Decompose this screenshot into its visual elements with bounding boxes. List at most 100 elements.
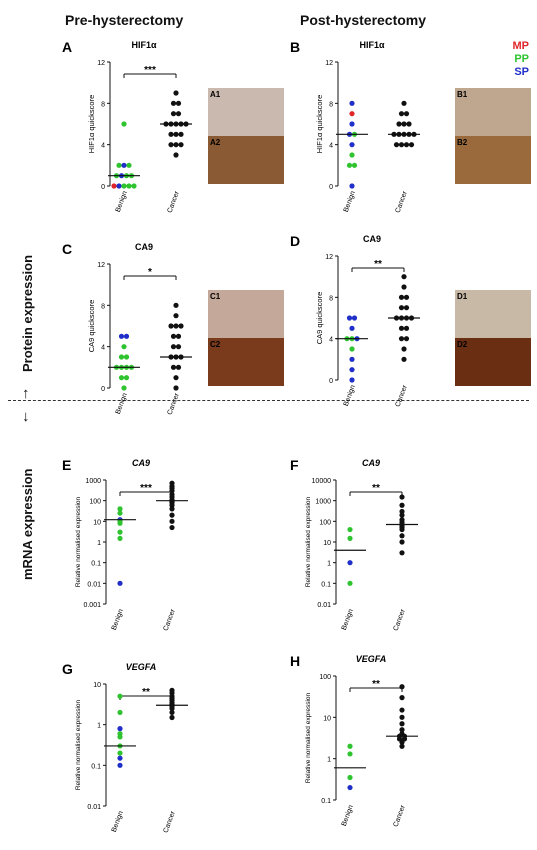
- data-point-e: [117, 506, 123, 512]
- y-tick-label-f: 0.1: [321, 581, 331, 588]
- data-point-c: [123, 375, 130, 381]
- x-category-label-h: Benign: [341, 804, 355, 827]
- data-point-a: [170, 111, 177, 117]
- y-tick-label-d: 12: [325, 254, 333, 261]
- data-point-b: [349, 121, 355, 127]
- x-category-label-c: Cancer: [167, 392, 182, 416]
- data-point-a: [173, 152, 179, 158]
- data-point-e: [117, 580, 123, 586]
- data-point-c: [173, 313, 179, 319]
- micrograph-label-c1: C1: [210, 292, 221, 301]
- data-point-h: [399, 695, 405, 701]
- data-point-a: [126, 162, 132, 168]
- y-tick-label-a: 4: [101, 143, 105, 150]
- chart-title-e: CA9: [132, 458, 150, 468]
- data-point-f: [399, 533, 405, 539]
- micrograph-d1: [455, 290, 531, 338]
- y-tick-label-b: 4: [329, 143, 333, 150]
- data-point-h: [347, 743, 353, 749]
- data-point-h: [347, 751, 353, 757]
- data-point-c: [118, 333, 125, 339]
- panel-letter-d: D: [290, 233, 300, 249]
- y-axis-label-c: CA9 quickscore: [87, 300, 96, 353]
- y-tick-label-b: 12: [325, 60, 333, 67]
- data-point-f: [399, 539, 405, 545]
- data-point-d: [403, 294, 410, 300]
- data-point-c: [173, 323, 179, 329]
- data-point-c: [121, 385, 127, 391]
- significance-label-f: **: [372, 483, 380, 494]
- x-category-label-a: Cancer: [167, 190, 182, 214]
- data-point-g: [117, 750, 123, 756]
- significance-label-g: **: [142, 687, 150, 698]
- data-point-h: [399, 739, 405, 745]
- data-point-c: [123, 354, 130, 360]
- y-tick-label-g: 0.1: [91, 763, 101, 770]
- data-point-c: [175, 333, 182, 339]
- data-point-a: [121, 121, 127, 127]
- chart-title-h: VEGFA: [356, 654, 387, 664]
- data-point-h: [399, 684, 405, 690]
- data-point-d: [401, 356, 407, 362]
- data-point-a: [111, 183, 117, 189]
- y-axis-label-h: Relative normalised expression: [305, 692, 312, 783]
- data-point-b: [396, 121, 402, 127]
- data-point-b: [398, 111, 405, 117]
- x-category-label-a: Benign: [115, 190, 129, 213]
- data-point-c: [123, 333, 130, 339]
- y-tick-label-g: 1: [97, 723, 101, 730]
- y-tick-label-b: 8: [329, 101, 333, 108]
- micrograph-b1: [455, 88, 531, 136]
- y-tick-label-f: 10000: [312, 478, 332, 485]
- data-point-b: [403, 111, 410, 117]
- data-point-f: [347, 560, 353, 566]
- data-point-g: [169, 705, 175, 712]
- data-point-c: [173, 302, 179, 308]
- data-point-f: [399, 502, 405, 508]
- data-point-g: [117, 709, 123, 716]
- data-point-d: [403, 325, 410, 331]
- data-point-d: [403, 305, 410, 311]
- x-category-label-f: Cancer: [393, 608, 408, 632]
- data-point-c: [175, 344, 182, 350]
- y-tick-label-g: 0.01: [87, 804, 101, 811]
- y-tick-label-f: 100: [319, 519, 331, 526]
- data-point-f: [399, 512, 405, 518]
- data-point-c: [168, 323, 174, 329]
- x-category-label-h: Cancer: [393, 804, 408, 828]
- data-point-a: [121, 162, 127, 168]
- micrograph-label-a1: A1: [210, 90, 221, 99]
- data-point-e: [117, 520, 123, 526]
- data-point-a: [175, 100, 182, 106]
- data-point-e: [117, 529, 123, 535]
- data-point-f: [347, 580, 353, 586]
- micrograph-d2: [455, 338, 531, 386]
- data-point-d: [401, 274, 407, 280]
- data-point-b: [403, 142, 410, 148]
- y-tick-label-e: 1000: [85, 478, 101, 485]
- data-point-a: [131, 183, 137, 189]
- micrograph-c2: [208, 338, 284, 386]
- data-point-d: [398, 325, 405, 331]
- data-point-a: [173, 90, 179, 96]
- data-point-c: [118, 354, 125, 360]
- data-point-b: [408, 142, 415, 148]
- data-point-f: [399, 508, 405, 515]
- y-tick-label-b: 0: [329, 184, 333, 191]
- data-point-d: [349, 367, 355, 373]
- panel-letter-a: A: [62, 39, 72, 55]
- data-point-a: [173, 131, 179, 137]
- panel-letter-e: E: [62, 457, 71, 473]
- data-point-b: [349, 142, 355, 148]
- y-tick-label-a: 8: [101, 101, 105, 108]
- data-point-b: [349, 100, 355, 106]
- y-tick-label-f: 1: [327, 561, 331, 568]
- y-tick-label-c: 0: [101, 386, 105, 393]
- micrograph-label-d1: D1: [457, 292, 468, 301]
- y-tick-label-f: 0.01: [317, 602, 331, 609]
- y-tick-label-e: 0.1: [91, 561, 101, 568]
- x-category-label-c: Benign: [115, 392, 129, 415]
- data-point-b: [393, 142, 400, 148]
- data-point-a: [121, 183, 127, 189]
